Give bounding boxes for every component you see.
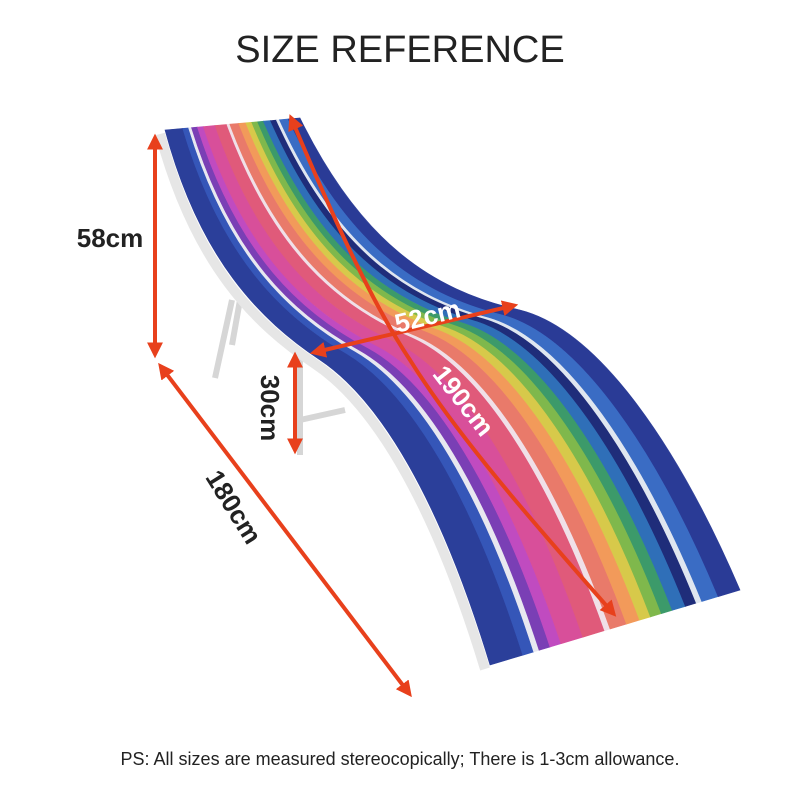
seat-height-label: 30cm	[255, 375, 285, 442]
dimension-arrows	[147, 114, 617, 698]
footnote: PS: All sizes are measured stereocopical…	[121, 749, 680, 769]
height-label: 58cm	[77, 223, 144, 253]
title: SIZE REFERENCE	[235, 29, 564, 71]
